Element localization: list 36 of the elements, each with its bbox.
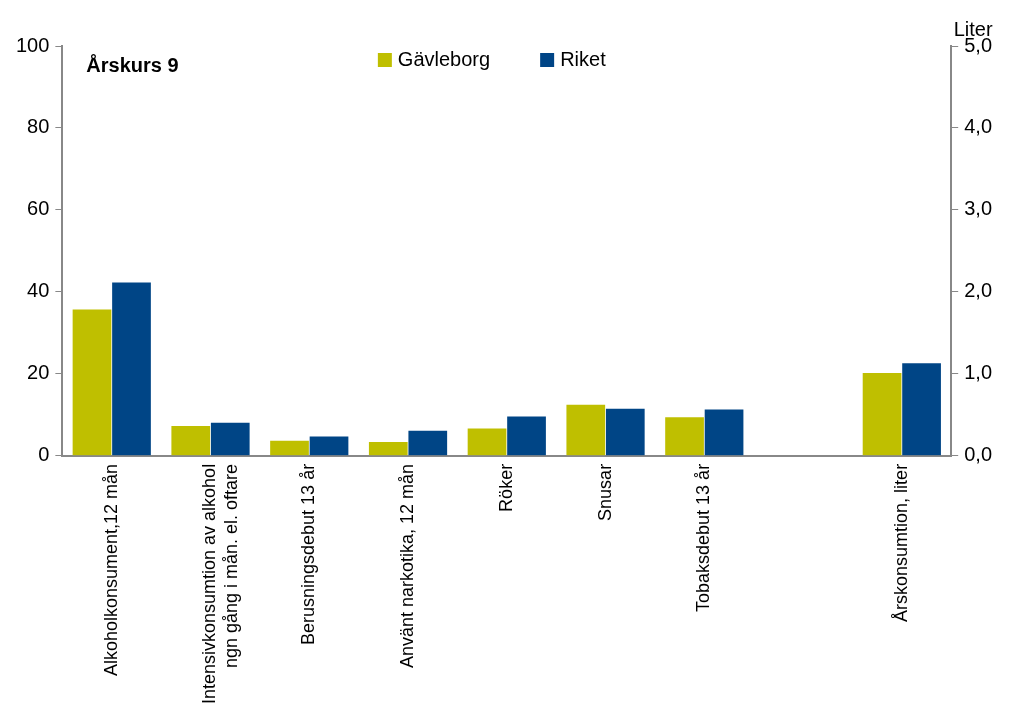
bar <box>605 408 645 456</box>
y2-tick-label: 3,0 <box>964 197 993 220</box>
y-tick-label: 20 <box>27 361 50 384</box>
x-tick-label: Tobaksdebut 13 år <box>693 463 714 612</box>
bar <box>210 422 250 456</box>
bar <box>309 436 349 456</box>
bar <box>507 416 546 456</box>
x-tick-label: Röker <box>495 463 516 512</box>
bar <box>704 409 744 456</box>
bar <box>566 404 606 456</box>
chart-title: Årskurs 9 <box>86 52 179 76</box>
x-tick-label: Snusar <box>594 463 615 521</box>
y2-tick-label: 1,0 <box>964 361 993 384</box>
y-tick-label: 0 <box>38 443 50 466</box>
x-tick-label: Årskonsumtion, liter <box>890 463 911 622</box>
bar <box>171 425 211 456</box>
y-tick-label: 100 <box>15 33 50 56</box>
x-tick-label: Berusningsdebut 13 år <box>298 463 319 645</box>
y2-tick-label: 0,0 <box>964 443 993 466</box>
bar <box>467 428 507 456</box>
y-tick-label: 80 <box>27 115 50 138</box>
bar <box>112 282 151 456</box>
legend-label: Gävleborg <box>397 47 491 70</box>
y2-tick-label: 2,0 <box>964 279 993 302</box>
legend-label: Riket <box>560 47 607 70</box>
y2-tick-label: 4,0 <box>964 115 993 138</box>
y-tick-label: 60 <box>27 197 50 220</box>
y-tick-label: 40 <box>27 279 50 302</box>
bar <box>270 440 309 456</box>
bar <box>665 417 704 456</box>
bar <box>408 430 448 456</box>
x-tick-label: Alkoholkonsument,12 mån <box>100 463 121 676</box>
bar <box>72 309 112 456</box>
x-tick-label: Använt narkotika, 12 mån <box>396 463 417 668</box>
x-tick-label: Intensivkonsumtion av alkohol ngn gång i mån. el. oftare <box>199 463 242 705</box>
bar <box>368 441 408 456</box>
